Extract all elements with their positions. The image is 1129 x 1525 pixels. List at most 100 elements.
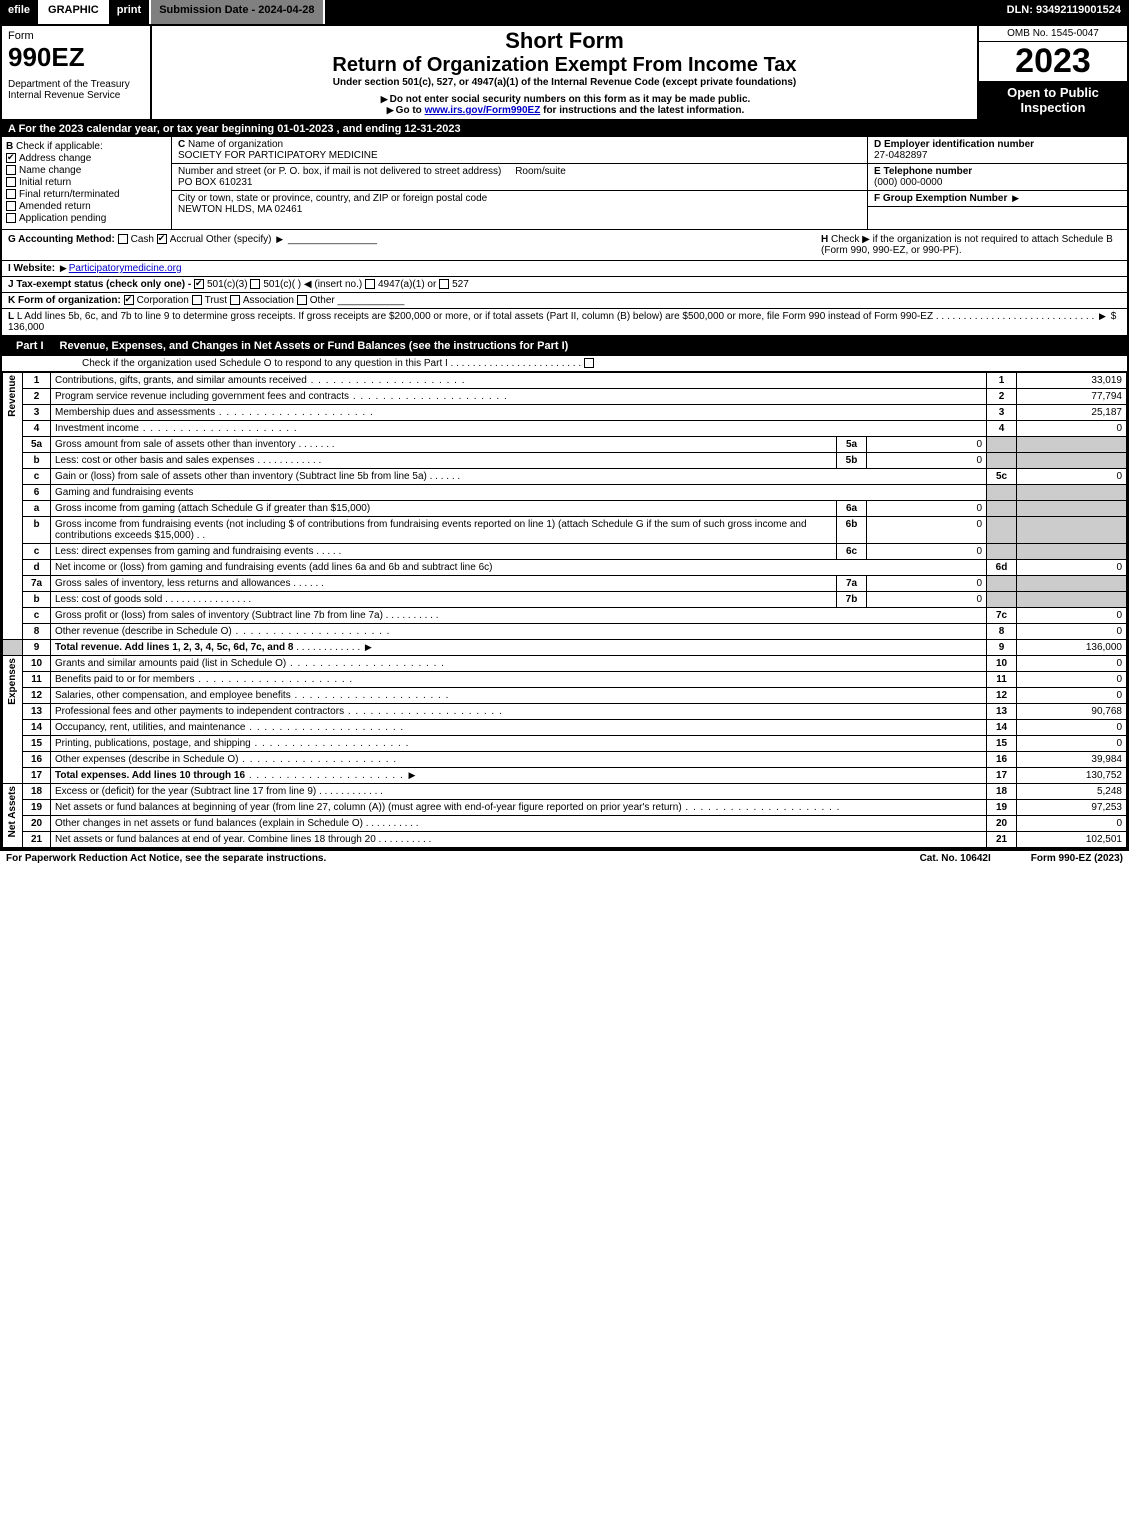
cat-no: Cat. No. 10642I xyxy=(920,853,991,864)
f-label: F Group Exemption Number xyxy=(874,193,1007,204)
line-2-num: 2 xyxy=(987,389,1017,405)
arrow-icon xyxy=(363,642,374,653)
revenue-side-label: Revenue xyxy=(7,375,18,417)
check-schedule-o: Check if the organization used Schedule … xyxy=(82,358,448,369)
print-button[interactable]: print xyxy=(109,0,151,24)
line-7c-val: 0 xyxy=(1017,608,1127,624)
room-label: Room/suite xyxy=(515,166,566,177)
line-5c-desc: Gain or (loss) from sale of assets other… xyxy=(55,471,427,482)
expenses-side-label: Expenses xyxy=(7,658,18,705)
501c-checkbox[interactable] xyxy=(250,279,260,289)
graphic-button[interactable]: GRAPHIC xyxy=(40,0,109,24)
line-6d-desc: Net income or (loss) from gaming and fun… xyxy=(55,562,492,573)
line-14-val: 0 xyxy=(1017,720,1127,736)
cash-checkbox[interactable] xyxy=(118,234,128,244)
arrow-icon xyxy=(385,105,396,116)
line-5a-sub: 5a xyxy=(837,437,867,453)
line-5b-sub: 5b xyxy=(837,453,867,469)
line-8-num: 8 xyxy=(987,624,1017,640)
amended-return-checkbox[interactable] xyxy=(6,201,16,211)
527-label: 527 xyxy=(452,279,469,290)
part-i-check: Check if the organization used Schedule … xyxy=(2,356,1127,372)
line-6b-desc: Gross income from fundraising events (no… xyxy=(55,519,807,541)
line-2-val: 77,794 xyxy=(1017,389,1127,405)
501c3-checkbox[interactable] xyxy=(194,279,204,289)
line-13-num: 13 xyxy=(987,704,1017,720)
initial-return-label: Initial return xyxy=(19,177,71,188)
line-16-num: 16 xyxy=(987,752,1017,768)
line-6b-sub: 6b xyxy=(837,517,867,544)
line-13-desc: Professional fees and other payments to … xyxy=(55,706,344,717)
line-5b-subval: 0 xyxy=(867,453,987,469)
section-d-e-f: D Employer identification number27-04828… xyxy=(867,137,1127,229)
line-10-val: 0 xyxy=(1017,656,1127,672)
accrual-checkbox[interactable] xyxy=(157,234,167,244)
section-i: I Website: Participatorymedicine.org xyxy=(2,261,1127,277)
e-label: E Telephone number xyxy=(874,166,972,177)
k-label: K Form of organization: xyxy=(8,295,121,306)
501c-label: 501(c)( ) xyxy=(263,279,301,290)
arrow-icon xyxy=(407,770,418,781)
line-10-num: 10 xyxy=(987,656,1017,672)
initial-return-checkbox[interactable] xyxy=(6,177,16,187)
line-13-val: 90,768 xyxy=(1017,704,1127,720)
line-5b-desc: Less: cost or other basis and sales expe… xyxy=(55,455,255,466)
g-label: G Accounting Method: xyxy=(8,234,115,245)
section-k: K Form of organization: Corporation Trus… xyxy=(2,293,1127,309)
line-1-val: 33,019 xyxy=(1017,373,1127,389)
4947-checkbox[interactable] xyxy=(365,279,375,289)
form-header: Form 990EZ Department of the Treasury In… xyxy=(2,26,1127,121)
line-5c-val: 0 xyxy=(1017,469,1127,485)
application-pending-checkbox[interactable] xyxy=(6,213,16,223)
section-c: C Name of organizationSOCIETY FOR PARTIC… xyxy=(172,137,867,229)
irs-link[interactable]: www.irs.gov/Form990EZ xyxy=(425,105,541,116)
form-container: Form 990EZ Department of the Treasury In… xyxy=(0,24,1129,850)
line-7a-desc: Gross sales of inventory, less returns a… xyxy=(55,578,290,589)
form-word: Form xyxy=(8,30,144,42)
line-7b-sub: 7b xyxy=(837,592,867,608)
line-6a-sub: 6a xyxy=(837,501,867,517)
line-11-val: 0 xyxy=(1017,672,1127,688)
line-8-val: 0 xyxy=(1017,624,1127,640)
line-6a-desc: Gross income from gaming (attach Schedul… xyxy=(55,503,370,514)
dln-label: DLN: 93492119001524 xyxy=(999,0,1129,24)
arrow-icon xyxy=(379,94,390,105)
527-checkbox[interactable] xyxy=(439,279,449,289)
association-checkbox[interactable] xyxy=(230,295,240,305)
line-15-val: 0 xyxy=(1017,736,1127,752)
line-21-desc: Net assets or fund balances at end of ye… xyxy=(55,834,376,845)
short-form-title: Short Form xyxy=(158,28,971,54)
line-17-val: 130,752 xyxy=(1017,768,1127,784)
application-pending-label: Application pending xyxy=(19,213,106,224)
line-18-desc: Excess or (deficit) for the year (Subtra… xyxy=(55,786,316,797)
section-b-c-d: B Check if applicable: Address change Na… xyxy=(2,137,1127,230)
other-specify-label: Other (specify) xyxy=(206,234,272,245)
donot-text: Do not enter social security numbers on … xyxy=(390,94,751,105)
address-change-checkbox[interactable] xyxy=(6,153,16,163)
line-3-val: 25,187 xyxy=(1017,405,1127,421)
line-4-num: 4 xyxy=(987,421,1017,437)
line-19-desc: Net assets or fund balances at beginning… xyxy=(55,802,682,813)
d-label: D Employer identification number xyxy=(874,139,1034,150)
line-7b-desc: Less: cost of goods sold xyxy=(55,594,162,605)
omb-number: OMB No. 1545-0047 xyxy=(979,26,1127,42)
final-return-label: Final return/terminated xyxy=(19,189,120,200)
other-checkbox[interactable] xyxy=(297,295,307,305)
schedule-o-checkbox[interactable] xyxy=(584,358,594,368)
cash-label: Cash xyxy=(131,234,154,245)
efile-label: efile xyxy=(0,0,40,24)
section-b: B Check if applicable: Address change Na… xyxy=(2,137,172,229)
line-5a-subval: 0 xyxy=(867,437,987,453)
other-label: Other xyxy=(310,295,335,306)
line-8-desc: Other revenue (describe in Schedule O) xyxy=(55,626,232,637)
line-9-val: 136,000 xyxy=(1017,640,1127,656)
final-return-checkbox[interactable] xyxy=(6,189,16,199)
corporation-checkbox[interactable] xyxy=(124,295,134,305)
trust-checkbox[interactable] xyxy=(192,295,202,305)
name-change-checkbox[interactable] xyxy=(6,165,16,175)
line-7c-desc: Gross profit or (loss) from sales of inv… xyxy=(55,610,383,621)
j-label: J Tax-exempt status (check only one) - xyxy=(8,279,191,290)
line-16-desc: Other expenses (describe in Schedule O) xyxy=(55,754,238,765)
line-6c-subval: 0 xyxy=(867,544,987,560)
website-link[interactable]: Participatorymedicine.org xyxy=(69,263,182,274)
